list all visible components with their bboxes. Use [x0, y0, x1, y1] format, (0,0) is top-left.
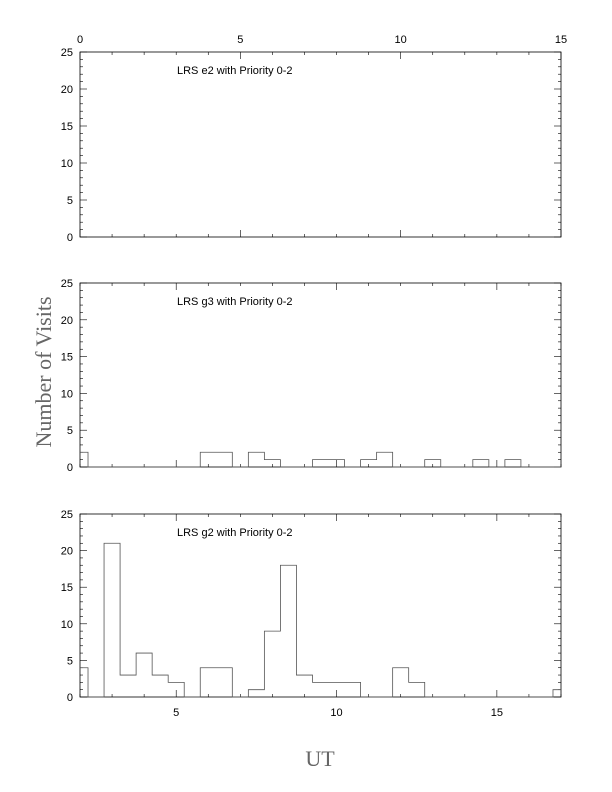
histogram-bar [377, 452, 393, 467]
y-tick-label: 5 [67, 195, 73, 207]
histogram-steps [80, 542, 561, 698]
x-tick-label: 10 [330, 707, 342, 719]
y-tick-label: 0 [67, 232, 73, 244]
panels-group: 0 5 10 15 20 25 0 5 10 15 LRS e2 with Priority 0-2… [61, 34, 567, 719]
y-tick-label: 25 [61, 47, 73, 59]
y-tick-label: 15 [61, 352, 73, 364]
panel-title: LRS e2 with Priority 0-2 [177, 65, 293, 77]
y-tick-label: 15 [61, 582, 73, 594]
y-tick-label: 5 [67, 655, 73, 667]
histogram-bar [200, 668, 232, 697]
histogram-bar [280, 565, 296, 697]
panel-frame [79, 513, 562, 698]
histogram-bar [104, 543, 120, 697]
y-tick-label: 15 [61, 121, 73, 133]
y-tick-label: 5 [67, 425, 73, 437]
histogram-bar [200, 452, 232, 467]
y-tick-label: 10 [61, 619, 73, 631]
histogram-bar [393, 668, 409, 697]
panel-title: LRS g3 with Priority 0-2 [177, 296, 293, 308]
histogram-steps [80, 451, 561, 468]
histogram-bar [264, 631, 280, 697]
panel-frame [79, 282, 562, 468]
y-axis-title: Number of Visits [31, 296, 56, 447]
panel-frame [79, 51, 562, 238]
y-tick-label: 25 [61, 509, 73, 521]
y-tick-label: 10 [61, 388, 73, 400]
y-tick-label: 0 [67, 462, 73, 474]
panel-1: 0 5 10 15 20 25 0 5 10 15 LRS e2 with Priority 0-2 [61, 34, 567, 244]
x-tick-label: 10 [395, 34, 407, 46]
y-tick-label: 20 [61, 315, 73, 327]
x-tick-label: 15 [491, 707, 503, 719]
x-axis-title: UT [305, 746, 335, 771]
histogram-bar [473, 460, 489, 467]
panel-3: 0 5 10 15 20 25 5 10 15 LRS g2 with Priority 0-2 [61, 509, 562, 719]
x-tick-label: 0 [77, 34, 83, 46]
histogram-bar [553, 690, 561, 697]
histogram-bar [120, 675, 136, 697]
panel-title: LRS g2 with Priority 0-2 [177, 527, 293, 539]
histogram-bar [136, 653, 152, 697]
y-tick-label: 25 [61, 278, 73, 290]
x-tick-label: 5 [237, 34, 243, 46]
histogram-bar [296, 675, 312, 697]
histogram-bar [152, 675, 168, 697]
histogram-bar [505, 460, 521, 467]
histogram-bar [248, 690, 264, 697]
y-tick-label: 0 [67, 692, 73, 704]
x-tick-label: 5 [173, 707, 179, 719]
y-tick-label: 20 [61, 84, 73, 96]
y-tick-label: 20 [61, 546, 73, 558]
panel-2: 0 5 10 15 20 25 LRS g3 with Priority 0-2 [61, 278, 562, 474]
histogram-bar [312, 460, 344, 467]
x-tick-label: 15 [555, 34, 567, 46]
histogram-bar [409, 682, 425, 697]
histogram-bar [248, 452, 264, 467]
y-tick-label: 10 [61, 158, 73, 170]
